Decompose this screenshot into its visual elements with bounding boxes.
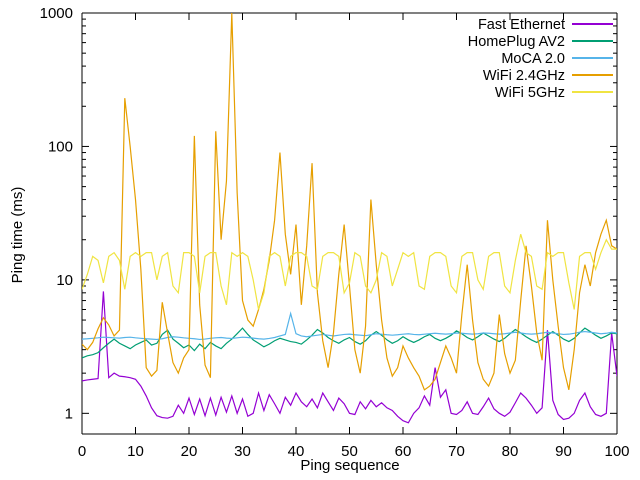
series-line-wifi-2-4ghz xyxy=(82,13,617,391)
x-tick-labels: 0 10 20 30 40 50 60 70 80 90 100 xyxy=(78,443,630,460)
y-tick-label: 1 xyxy=(65,405,73,422)
series-line-homeplug-av2 xyxy=(82,327,617,359)
x-tick-label: 40 xyxy=(288,443,305,460)
legend-label: MoCA 2.0 xyxy=(501,51,565,67)
y-axis-label: Ping time (ms) xyxy=(9,187,26,284)
x-tick-label: 20 xyxy=(181,443,198,460)
x-tick-label: 10 xyxy=(127,443,144,460)
legend-label: Fast Ethernet xyxy=(478,17,565,33)
y-tick-label: 100 xyxy=(48,138,73,155)
x-tick-label: 50 xyxy=(341,443,358,460)
x-axis-label: Ping sequence xyxy=(300,457,399,474)
x-tick-label: 30 xyxy=(234,443,251,460)
x-tick-label: 60 xyxy=(395,443,412,460)
legend-label: WiFi 5GHz xyxy=(495,85,565,101)
x-tick-label: 0 xyxy=(78,443,86,460)
x-tick-label: 80 xyxy=(502,443,519,460)
series-line-wifi-5ghz xyxy=(82,234,617,310)
y-tick-labels: 1 10 100 1000 xyxy=(40,5,73,422)
y-tick-label: 10 xyxy=(56,272,73,289)
x-tick-label: 70 xyxy=(448,443,465,460)
x-tick-label: 100 xyxy=(604,443,629,460)
series-line-moca-2-0 xyxy=(82,311,617,341)
legend-label: WiFi 2.4GHz xyxy=(483,68,565,84)
x-tick-label: 90 xyxy=(555,443,572,460)
legend-label: HomePlug AV2 xyxy=(468,34,565,50)
series-line-fast-ethernet xyxy=(82,291,617,424)
y-tick-label: 1000 xyxy=(40,5,73,22)
data-series-group xyxy=(82,13,617,424)
